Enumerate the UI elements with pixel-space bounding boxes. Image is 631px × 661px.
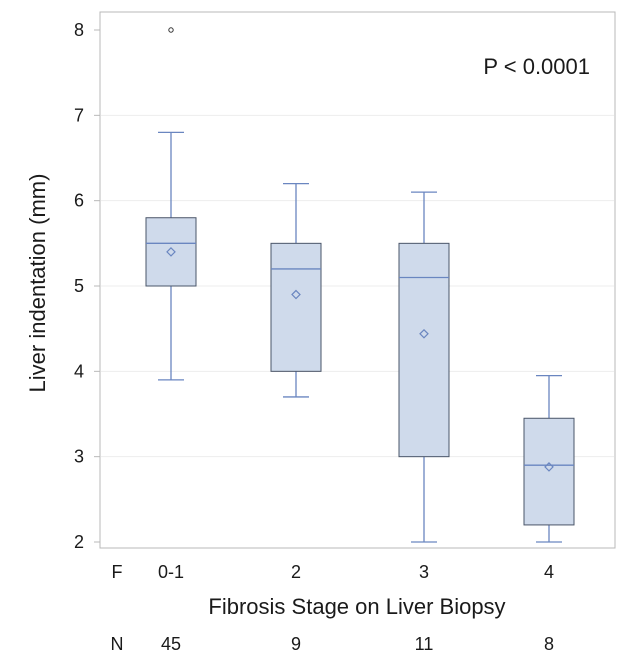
y-axis-label: Liver indentation (mm) xyxy=(25,174,50,393)
f-row-label: F xyxy=(112,562,123,582)
iqr-box xyxy=(270,242,322,372)
n-count-label: 8 xyxy=(544,634,554,654)
n-counts: 45 9 11 8 xyxy=(161,634,554,654)
n-row-label: N xyxy=(111,634,124,654)
iqr-box xyxy=(398,242,450,458)
box-group-3 xyxy=(398,191,450,543)
n-count-label: 45 xyxy=(161,634,181,654)
mean-marker xyxy=(291,289,301,300)
n-count-label: 11 xyxy=(415,634,434,654)
box-group-2 xyxy=(270,182,322,398)
x-tick-label: 2 xyxy=(291,562,301,582)
box-group-0-1 xyxy=(145,27,197,381)
y-tick-label: 3 xyxy=(74,447,84,467)
n-count-label: 9 xyxy=(291,634,301,654)
x-tick-label: 0-1 xyxy=(158,562,184,582)
y-tick-label: 4 xyxy=(74,361,84,381)
x-tick-label: 3 xyxy=(419,562,429,582)
boxes xyxy=(145,27,575,543)
mean-marker xyxy=(544,462,554,472)
y-tick-label: 8 xyxy=(74,20,84,40)
mean-marker xyxy=(419,328,429,339)
iqr-box xyxy=(145,217,197,287)
y-tick-label: 6 xyxy=(74,191,84,211)
x-axis-label: Fibrosis Stage on Liver Biopsy xyxy=(208,594,505,619)
y-tick-labels: 2 3 4 5 6 7 8 xyxy=(74,20,84,552)
y-tick-label: 7 xyxy=(74,105,84,125)
outlier-point xyxy=(168,27,174,33)
p-value-annotation: P < 0.0001 xyxy=(483,54,590,79)
x-tick-labels: 0-1 2 3 4 xyxy=(158,562,554,582)
x-tick-label: 4 xyxy=(544,562,554,582)
y-tick-label: 5 xyxy=(74,276,84,296)
mean-marker xyxy=(166,247,176,257)
box-group-4 xyxy=(523,374,575,543)
y-tick-label: 2 xyxy=(74,532,84,552)
